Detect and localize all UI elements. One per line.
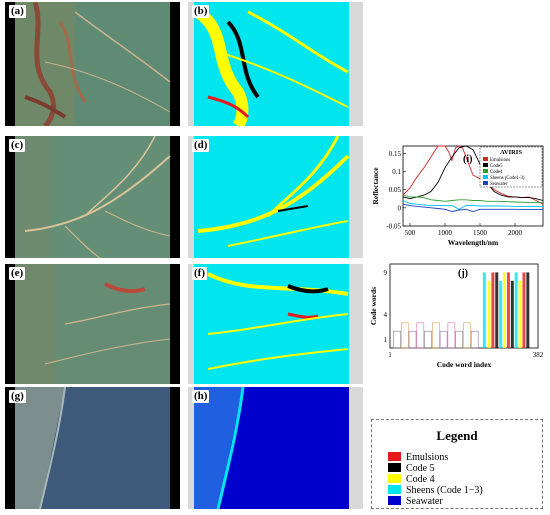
series-line-2 (402, 194, 544, 204)
codeword-bar-low (393, 330, 401, 349)
codeword-bar-low (416, 322, 425, 349)
codeword-bar-high (482, 272, 486, 348)
codeword-bar-low (400, 322, 409, 349)
y-axis-label: Code words (369, 287, 378, 325)
y-tick-label: 0.1 (392, 168, 401, 176)
codeword-bar-high (522, 272, 526, 348)
chart-legend-label: Code4 (490, 170, 503, 175)
series-line-3 (402, 200, 543, 210)
codeword-bar-high (526, 272, 530, 348)
y-tick-label: 0 (398, 204, 402, 212)
legend-swatch-sheens (388, 485, 401, 494)
y-tick-label: 4 (384, 311, 388, 319)
chart-legend-swatch (483, 181, 488, 185)
codeword-chart: 1 4 9 1 382 Code word index Code words (j) (369, 263, 544, 369)
legend-swatch-code5 (388, 463, 401, 472)
x-tick-label: 1000 (438, 229, 453, 237)
chart-legend-label: Seawater (490, 182, 508, 187)
codeword-bar-low (470, 330, 479, 349)
x-tick-label: 382 (533, 351, 544, 359)
codeword-bar-low (455, 330, 463, 349)
y-tick-label: 9 (384, 269, 388, 277)
chart-legend-label: Code5 (490, 164, 503, 169)
panel-label-e: (e) (9, 267, 26, 280)
panel-label-d: (d) (192, 139, 210, 152)
x-axis-label: Wavelength/nm (448, 238, 499, 247)
chart-legend-label: Emulsions (490, 158, 510, 163)
series-line-4 (402, 203, 543, 212)
panel-label-c: (c) (9, 139, 26, 152)
panel-label-a: (a) (9, 5, 26, 18)
codeword-bar-high (518, 280, 522, 348)
x-tick-label: 1 (388, 351, 392, 359)
y-tick-label: 0.15 (389, 150, 402, 158)
codeword-bar-high (487, 280, 491, 348)
codeword-bar-low (432, 322, 440, 349)
codeword-bar-high (499, 280, 503, 348)
codeword-bar-low (439, 330, 448, 349)
chart-legend-title: AVIRIS (500, 149, 522, 156)
legend-item-seawater: Seawater (388, 496, 443, 508)
x-axis-label: Code word index (437, 360, 492, 369)
codeword-bar-high (503, 272, 507, 348)
chart-legend-swatch (483, 175, 488, 179)
panel-a-image: (a) (5, 2, 180, 126)
panel-h-map: (h) (188, 387, 363, 509)
legend-item-emulsions: Emulsions (388, 452, 448, 464)
panel-f-map: (f) (188, 264, 363, 384)
panel-label-i: (i) (463, 154, 472, 165)
legend-item-code5: Code 5 (388, 463, 435, 475)
panel-c-image: (c) (5, 136, 180, 258)
chart-legend-swatch (483, 163, 488, 167)
panel-e-image: (e) (5, 264, 180, 384)
panel-label-b: (b) (192, 5, 210, 18)
series-line-1 (402, 145, 544, 201)
codeword-bar-low (447, 322, 456, 349)
legend-item-sheens: Sheens (Code 1−3) (388, 485, 483, 497)
legend-item-code4: Code 4 (388, 474, 435, 486)
y-axis-label: Reflectance (371, 167, 380, 205)
chart-legend-box (479, 146, 543, 188)
codeword-bar-high (506, 272, 510, 348)
codeword-bar-high (510, 280, 514, 348)
y-tick-label: -0.05 (386, 223, 401, 231)
panel-label-j: (j) (458, 268, 468, 279)
legend-swatch-code4 (388, 474, 401, 483)
panel-g-image: (g) (5, 387, 180, 509)
y-tick-label: 1 (384, 336, 388, 344)
reflectance-chart: 500 1000 1500 2000 0.15 0.1 0.05 0 -0.05 Waveleng… (371, 145, 544, 247)
x-tick-label: 500 (405, 229, 416, 237)
panel-d-map: (d) (188, 136, 363, 258)
codeword-bar-low (424, 330, 432, 349)
chart-legend-swatch (483, 169, 488, 173)
legend-swatch-seawater (388, 496, 401, 505)
panel-b-map: (b) (188, 2, 363, 126)
x-tick-label: 1500 (473, 229, 488, 237)
codeword-bar-high (514, 272, 518, 348)
y-tick-label: 0.05 (389, 186, 402, 194)
legend-box: Legend Emulsions Code 5 Code 4 Sheens (C… (371, 419, 543, 509)
chart-legend-label: Sheens (Code1-3) (490, 176, 525, 181)
legend-swatch-emulsions (388, 452, 401, 461)
panel-label-h: (h) (192, 390, 210, 403)
chart-legend-swatch (483, 157, 488, 161)
codeword-bar-high (491, 272, 495, 348)
legend-title: Legend (436, 428, 478, 443)
codeword-bar-low (463, 322, 471, 349)
panel-label-f: (f) (192, 267, 207, 280)
codeword-bar-low (408, 330, 417, 349)
codeword-bar-high (495, 272, 499, 348)
x-tick-label: 2000 (508, 229, 523, 237)
panel-label-g: (g) (9, 390, 26, 403)
